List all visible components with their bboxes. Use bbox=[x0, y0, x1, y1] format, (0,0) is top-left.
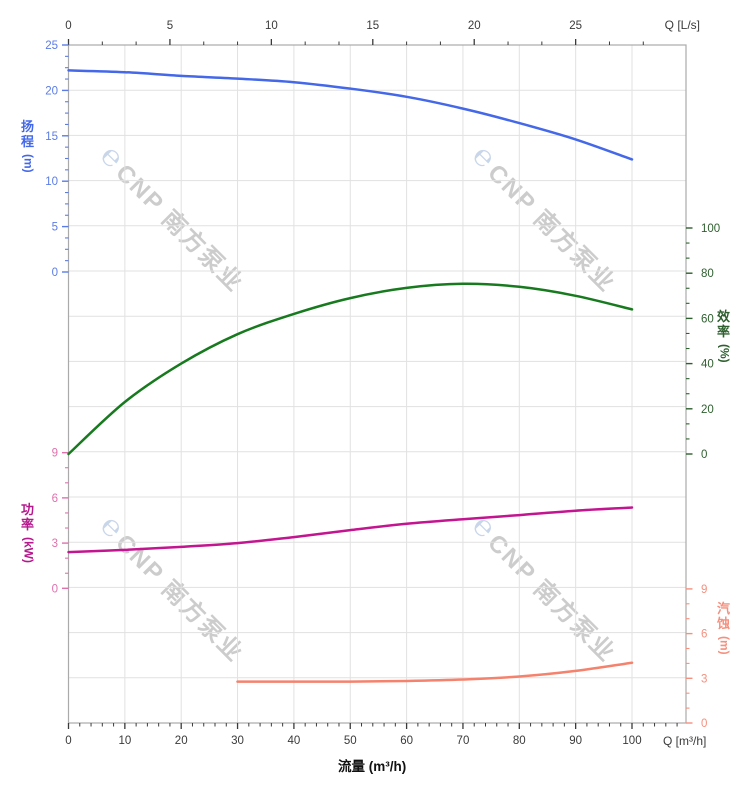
plot-border bbox=[67, 44, 687, 724]
tick-label: 10 bbox=[118, 735, 131, 747]
tick-label: 0 bbox=[52, 583, 58, 595]
tick-label: 0 bbox=[701, 449, 707, 461]
bottom-axis-unit-label: Q [m³/h] bbox=[663, 734, 707, 748]
top-axis-unit-label: Q [L/s] bbox=[664, 18, 700, 32]
tick-label: 90 bbox=[569, 735, 582, 747]
npsh-axis-name: 汽蚀 bbox=[716, 601, 730, 631]
tick-label: 15 bbox=[45, 131, 58, 143]
tick-label: 6 bbox=[52, 493, 58, 505]
tick-label: 25 bbox=[569, 20, 582, 32]
tick-label: 20 bbox=[175, 735, 188, 747]
tick-label: 0 bbox=[65, 735, 71, 747]
head-curve bbox=[67, 69, 634, 161]
tick-label: 0 bbox=[701, 718, 707, 730]
tick-label: 0 bbox=[52, 267, 58, 279]
tick-label: 25 bbox=[45, 40, 58, 52]
tick-label: 5 bbox=[167, 20, 173, 32]
tick-label: 80 bbox=[701, 268, 714, 280]
tick-label: 80 bbox=[513, 735, 526, 747]
tick-label: 20 bbox=[468, 20, 481, 32]
tick-label: 3 bbox=[52, 538, 58, 550]
tick-label: 10 bbox=[45, 176, 58, 188]
power-axis-unit: (kW) bbox=[21, 536, 36, 563]
tick-label: 9 bbox=[701, 584, 707, 596]
head-axis-title: 扬程 (m) bbox=[20, 119, 36, 173]
x-axis-title: 流量 (m³/h) bbox=[338, 759, 407, 774]
tick-label: 0 bbox=[65, 20, 71, 32]
efficiency-axis-name: 效率 bbox=[716, 309, 730, 339]
tick-label: 60 bbox=[400, 735, 413, 747]
npsh-axis-unit: (m) bbox=[717, 635, 732, 655]
power-axis-name: 功率 bbox=[20, 502, 34, 532]
power-axis-title: 功率 (kW) bbox=[20, 502, 36, 563]
tick-label: 15 bbox=[366, 20, 379, 32]
tick-label: 30 bbox=[231, 735, 244, 747]
tick-label: 100 bbox=[701, 223, 720, 235]
npsh-curve bbox=[236, 661, 634, 683]
efficiency-curve bbox=[67, 282, 634, 456]
head-axis-unit: (m) bbox=[21, 153, 36, 173]
tick-label: 40 bbox=[288, 735, 301, 747]
tick-label: 100 bbox=[622, 735, 641, 747]
tick-label: 50 bbox=[344, 735, 357, 747]
head-axis-name: 扬程 bbox=[20, 119, 34, 149]
efficiency-axis-unit: (%) bbox=[717, 343, 732, 363]
tick-label: 3 bbox=[701, 673, 707, 685]
tick-label: 20 bbox=[701, 404, 714, 416]
tick-label: 9 bbox=[52, 448, 58, 460]
tick-label: 6 bbox=[701, 629, 707, 641]
npsh-axis-title: 汽蚀 (m) bbox=[716, 601, 732, 655]
power-curve bbox=[67, 506, 634, 554]
tick-label: 40 bbox=[701, 359, 714, 371]
tick-label: 60 bbox=[701, 313, 714, 325]
tick-label: 5 bbox=[52, 222, 58, 234]
tick-label: 70 bbox=[457, 735, 470, 747]
tick-label: 10 bbox=[265, 20, 278, 32]
efficiency-axis-title: 效率 (%) bbox=[716, 309, 732, 363]
tick-label: 20 bbox=[45, 85, 58, 97]
